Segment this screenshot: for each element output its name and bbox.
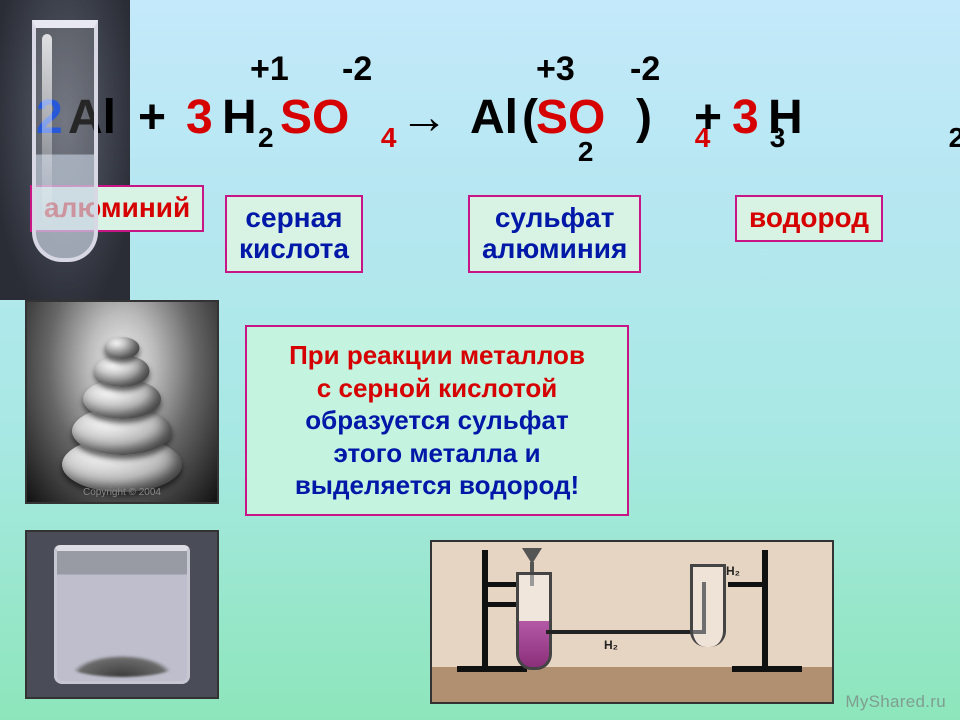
photo-copyright: Copyright © 2004 bbox=[27, 487, 217, 498]
label-acid-l1: серная bbox=[245, 202, 342, 233]
sub-2a: 2 bbox=[258, 122, 274, 153]
stand-icon bbox=[482, 550, 488, 668]
info-l5: выделяется водород! bbox=[295, 470, 579, 500]
sub-4a: 4 bbox=[381, 122, 397, 153]
info-l3: образуется сульфат bbox=[305, 405, 568, 435]
ox-al: +3 bbox=[536, 50, 575, 89]
photo-aluminum: Copyright © 2004 bbox=[25, 300, 219, 504]
ox-so4: -2 bbox=[342, 50, 372, 89]
info-l4: этого металла и bbox=[333, 438, 540, 468]
h2-label: H₂ bbox=[726, 564, 740, 578]
label-salt: сульфат алюминия bbox=[468, 195, 641, 273]
al-prod: Al bbox=[470, 90, 518, 145]
photo-test-tube bbox=[0, 0, 130, 300]
photo-beaker bbox=[25, 530, 219, 699]
watermark: MyShared.ru bbox=[845, 692, 946, 712]
label-acid: серная кислота bbox=[225, 195, 363, 273]
gas-label: H₂ bbox=[604, 638, 618, 652]
sediment-icon bbox=[70, 655, 174, 677]
ox-h: +1 bbox=[250, 50, 289, 89]
coef-h2so4: 3 bbox=[186, 90, 213, 145]
test-tube-icon bbox=[32, 20, 98, 262]
clamp-icon bbox=[482, 602, 518, 607]
label-acid-l2: кислота bbox=[239, 233, 349, 264]
arrow: → bbox=[400, 90, 448, 145]
so4-a: SO bbox=[280, 90, 349, 145]
info-l1: При реакции металлов bbox=[289, 340, 585, 370]
sub-2b: 2 bbox=[949, 122, 960, 153]
coef-h2: 3 bbox=[732, 90, 759, 145]
stand-base-icon bbox=[457, 666, 527, 672]
collection-tube-icon bbox=[690, 564, 726, 647]
stone-stack bbox=[62, 337, 182, 487]
h: H bbox=[222, 90, 257, 145]
stand-base-icon bbox=[732, 666, 802, 672]
apparatus-diagram: H₂ H₂ bbox=[430, 540, 834, 704]
paren-close: ) bbox=[636, 90, 652, 145]
plus-1: + bbox=[138, 90, 166, 145]
beaker-icon bbox=[54, 545, 190, 684]
ox-so4b: -2 bbox=[630, 50, 660, 89]
clamp-icon bbox=[482, 582, 518, 587]
stone-icon bbox=[105, 337, 140, 359]
label-hydrogen: водород bbox=[735, 195, 883, 242]
info-box: При реакции металлов с серной кислотой о… bbox=[245, 325, 629, 516]
so4-b: SO bbox=[536, 90, 605, 145]
clamp-icon bbox=[728, 582, 764, 587]
chemistry-slide: +1 -2 +3 -2 2 Al + 3 H 2 SO 4 → Al 2 ( S… bbox=[0, 0, 960, 720]
label-salt-l2: алюминия bbox=[482, 233, 627, 264]
plus-2: + bbox=[694, 90, 722, 145]
label-salt-l1: сульфат bbox=[495, 202, 615, 233]
info-l2: с серной кислотой bbox=[317, 373, 557, 403]
reaction-tube-icon bbox=[516, 572, 552, 670]
delivery-tube-icon bbox=[546, 630, 706, 634]
stone-icon bbox=[95, 355, 150, 387]
h2: H bbox=[768, 90, 803, 145]
chemical-equation: 2 Al + 3 H 2 SO 4 → Al 2 ( SO 4 ) 3 + 3 … bbox=[0, 90, 960, 145]
stand-icon bbox=[762, 550, 768, 668]
